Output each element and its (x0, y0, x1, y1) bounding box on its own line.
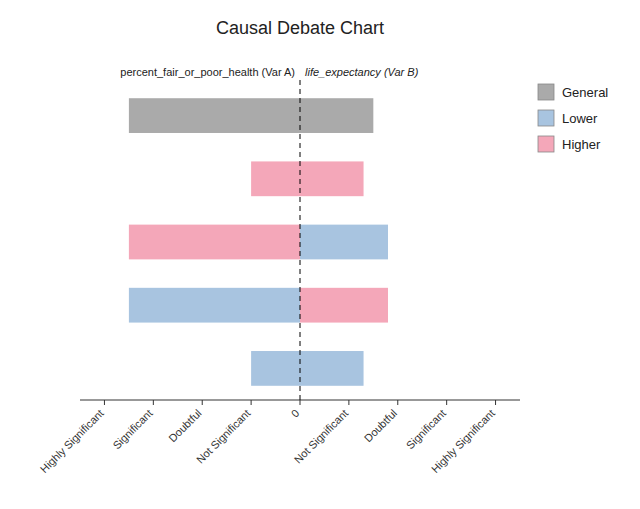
tick-label: Doubtful (362, 407, 399, 444)
tick (348, 400, 349, 405)
bar (129, 98, 373, 133)
tick (300, 400, 301, 405)
tick-label: Significant (110, 407, 154, 451)
bar (129, 288, 300, 323)
tick (397, 400, 398, 405)
tick-label: Doubtful (166, 407, 203, 444)
bar (300, 288, 388, 323)
tick-label: 0 (289, 407, 302, 420)
title: Causal Debate Chart (216, 18, 384, 38)
legend-label: Lower (562, 111, 598, 126)
chart: Causal Debate ChartHighly SignificantSig… (0, 0, 640, 509)
tick (251, 400, 252, 405)
tick-label: Highly Significant (38, 407, 106, 475)
bar (129, 225, 300, 260)
legend-label: Higher (562, 137, 601, 152)
tick (446, 400, 447, 405)
plot-area (129, 98, 388, 386)
tick (202, 400, 203, 405)
bar (251, 351, 363, 386)
bar (300, 225, 388, 260)
tick-label: Not Significant (292, 407, 351, 466)
legend-swatch (538, 136, 554, 152)
tick-label: Highly Significant (429, 407, 497, 475)
legend-swatch (538, 110, 554, 126)
tick-label: Not Significant (194, 407, 253, 466)
legend-swatch (538, 84, 554, 100)
tick (495, 400, 496, 405)
annotation: percent_fair_or_poor_health (Var A) (120, 66, 295, 78)
reference-line (300, 80, 301, 400)
legend: General Lower Higher (538, 84, 608, 152)
bar (251, 161, 363, 196)
tick (104, 400, 105, 405)
tick-label: Significant (404, 407, 448, 451)
legend-label: General (562, 85, 608, 100)
tick (153, 400, 154, 405)
annotation: life_expectancy (Var B) (305, 66, 419, 78)
